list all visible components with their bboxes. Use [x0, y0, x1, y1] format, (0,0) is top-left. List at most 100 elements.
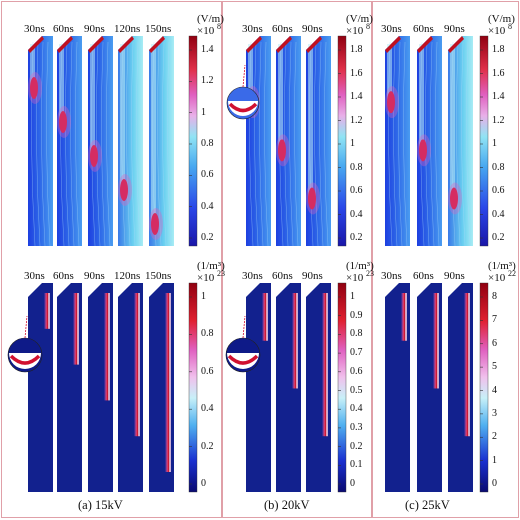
streamer-halo — [276, 134, 290, 167]
density-strip — [28, 283, 53, 492]
density-strip — [57, 283, 82, 492]
density-strip — [149, 283, 174, 492]
magnified-tip-inset-density-a — [7, 315, 43, 373]
time-label-field: 60ns — [53, 23, 74, 35]
efield-strip — [28, 36, 53, 247]
field-line — [461, 41, 466, 247]
efield-strip — [88, 36, 113, 247]
time-label-density: 120ns — [114, 270, 141, 282]
density-strip-bg — [28, 283, 53, 492]
efield-strip — [149, 36, 174, 247]
density-colorbar-tick-label: 0.2 — [350, 440, 363, 452]
efield-colorbar-multiplier: ×10 — [197, 25, 215, 37]
density-surface — [48, 293, 50, 329]
density-colorbar-tick-label: 3 — [492, 407, 497, 419]
efield-colorbar-tick-label: 0.6 — [492, 185, 505, 196]
magnified-tip-inset-density-b — [225, 315, 261, 373]
time-label-density: 30ns — [242, 270, 263, 282]
electrode-tip — [276, 36, 292, 53]
efield-colorbar-tick-label: 0.2 — [350, 232, 363, 243]
density-surface — [437, 293, 439, 389]
time-label-density: 60ns — [53, 270, 74, 282]
density-colorbar-multiplier: ×10 — [197, 272, 215, 284]
density-channel — [44, 293, 50, 329]
density-strip — [118, 283, 143, 492]
field-line — [398, 41, 403, 247]
streamer-head — [90, 145, 98, 167]
density-colorbar-tick-label: 0.4 — [350, 403, 363, 415]
channel-glow — [59, 44, 64, 122]
efield-colorbar — [479, 35, 489, 247]
streamer-head — [30, 77, 38, 99]
density-channel — [134, 293, 140, 437]
density-colorbar-tick-label: 0 — [492, 478, 497, 489]
field-line — [46, 41, 51, 247]
efield-colorbar-tick-label: 0.4 — [201, 200, 214, 212]
channel-glow — [120, 44, 125, 190]
channel-glow — [278, 44, 283, 151]
electrode-cross-section — [9, 353, 41, 369]
time-label-field: 90ns — [84, 23, 105, 35]
field-line — [96, 41, 101, 247]
efield-colorbar-unit: (V/m) — [346, 13, 373, 25]
field-line — [393, 41, 398, 247]
efield-strip — [276, 36, 301, 247]
streamer-head — [419, 139, 427, 162]
tip-hot-layer — [227, 354, 259, 365]
streamer-head — [450, 187, 458, 210]
efield-colorbar-tick-label: 0.6 — [350, 185, 363, 196]
time-label-field: 150ns — [145, 23, 172, 35]
time-label-field: 60ns — [413, 23, 434, 35]
density-colorbar-tick-label: 0.3 — [350, 421, 363, 433]
electrode-tip — [118, 36, 134, 53]
density-strip — [276, 283, 301, 492]
density-colorbar-multiplier: ×10 — [488, 272, 506, 284]
field-line — [456, 41, 461, 247]
density-strip — [448, 283, 473, 492]
streamer-halo — [306, 182, 320, 215]
efield-colorbar-tick-label: 1.4 — [492, 91, 505, 102]
density-colorbar-tick-label: 1 — [350, 291, 355, 302]
efield-colorbar-tick-label: 0.4 — [350, 208, 363, 220]
density-surface — [326, 293, 328, 437]
density-colorbar — [337, 282, 347, 493]
time-label-density: 90ns — [444, 270, 465, 282]
density-colorbar-multiplier: ×10 — [346, 272, 364, 284]
time-label-field: 30ns — [242, 23, 263, 35]
electrode-tip — [306, 36, 322, 53]
time-label-density: 150ns — [145, 270, 172, 282]
efield-colorbar-tick-label: 1 — [492, 138, 497, 149]
density-channel — [73, 293, 79, 365]
density-surface — [405, 293, 407, 341]
density-colorbar — [188, 282, 198, 493]
efield-colorbar-tick-label: 1.2 — [350, 114, 363, 126]
field-line — [136, 41, 141, 247]
efield-strip — [246, 36, 271, 247]
density-colorbar-tick-label: 2 — [492, 431, 497, 443]
streamer-halo — [417, 134, 431, 167]
density-channel — [104, 293, 110, 401]
time-label-field: 30ns — [24, 23, 45, 35]
density-strip — [306, 283, 331, 492]
panel-caption: (b) 20kV — [264, 498, 310, 512]
efield-colorbar-tick-label: 0.8 — [201, 138, 214, 149]
time-label-field: 60ns — [272, 23, 293, 35]
density-colorbar-exponent: 23 — [217, 269, 225, 278]
field-line — [435, 41, 440, 247]
efield-colorbar — [188, 35, 198, 247]
density-colorbar-exponent: 22 — [508, 269, 516, 278]
density-colorbar-tick-label: 0.6 — [350, 365, 363, 377]
density-channel — [292, 293, 298, 389]
streamer-head — [120, 179, 128, 201]
density-surface — [266, 293, 268, 341]
field-line — [319, 41, 324, 247]
electrode-tip — [448, 36, 464, 53]
panel-caption: (a) 15kV — [78, 498, 123, 512]
density-channel — [322, 293, 328, 437]
streamer-head — [278, 139, 286, 162]
density-channel — [262, 293, 268, 341]
field-line — [70, 41, 75, 247]
efield-colorbar-multiplier: ×10 — [346, 25, 364, 37]
channel-glow — [151, 44, 156, 224]
